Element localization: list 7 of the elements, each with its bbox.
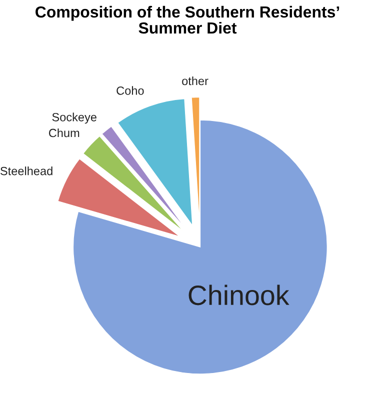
slice-label: Chinook bbox=[188, 284, 290, 306]
slice-label: Coho bbox=[116, 86, 144, 95]
chart-title: Composition of the Southern Residents’ Summer Diet bbox=[36, 6, 340, 34]
slice-label: Steelhead bbox=[0, 166, 52, 176]
slice-label: Chum bbox=[48, 128, 80, 138]
slice-label: other bbox=[182, 76, 208, 86]
slice-label: Sockeye bbox=[52, 112, 96, 124]
